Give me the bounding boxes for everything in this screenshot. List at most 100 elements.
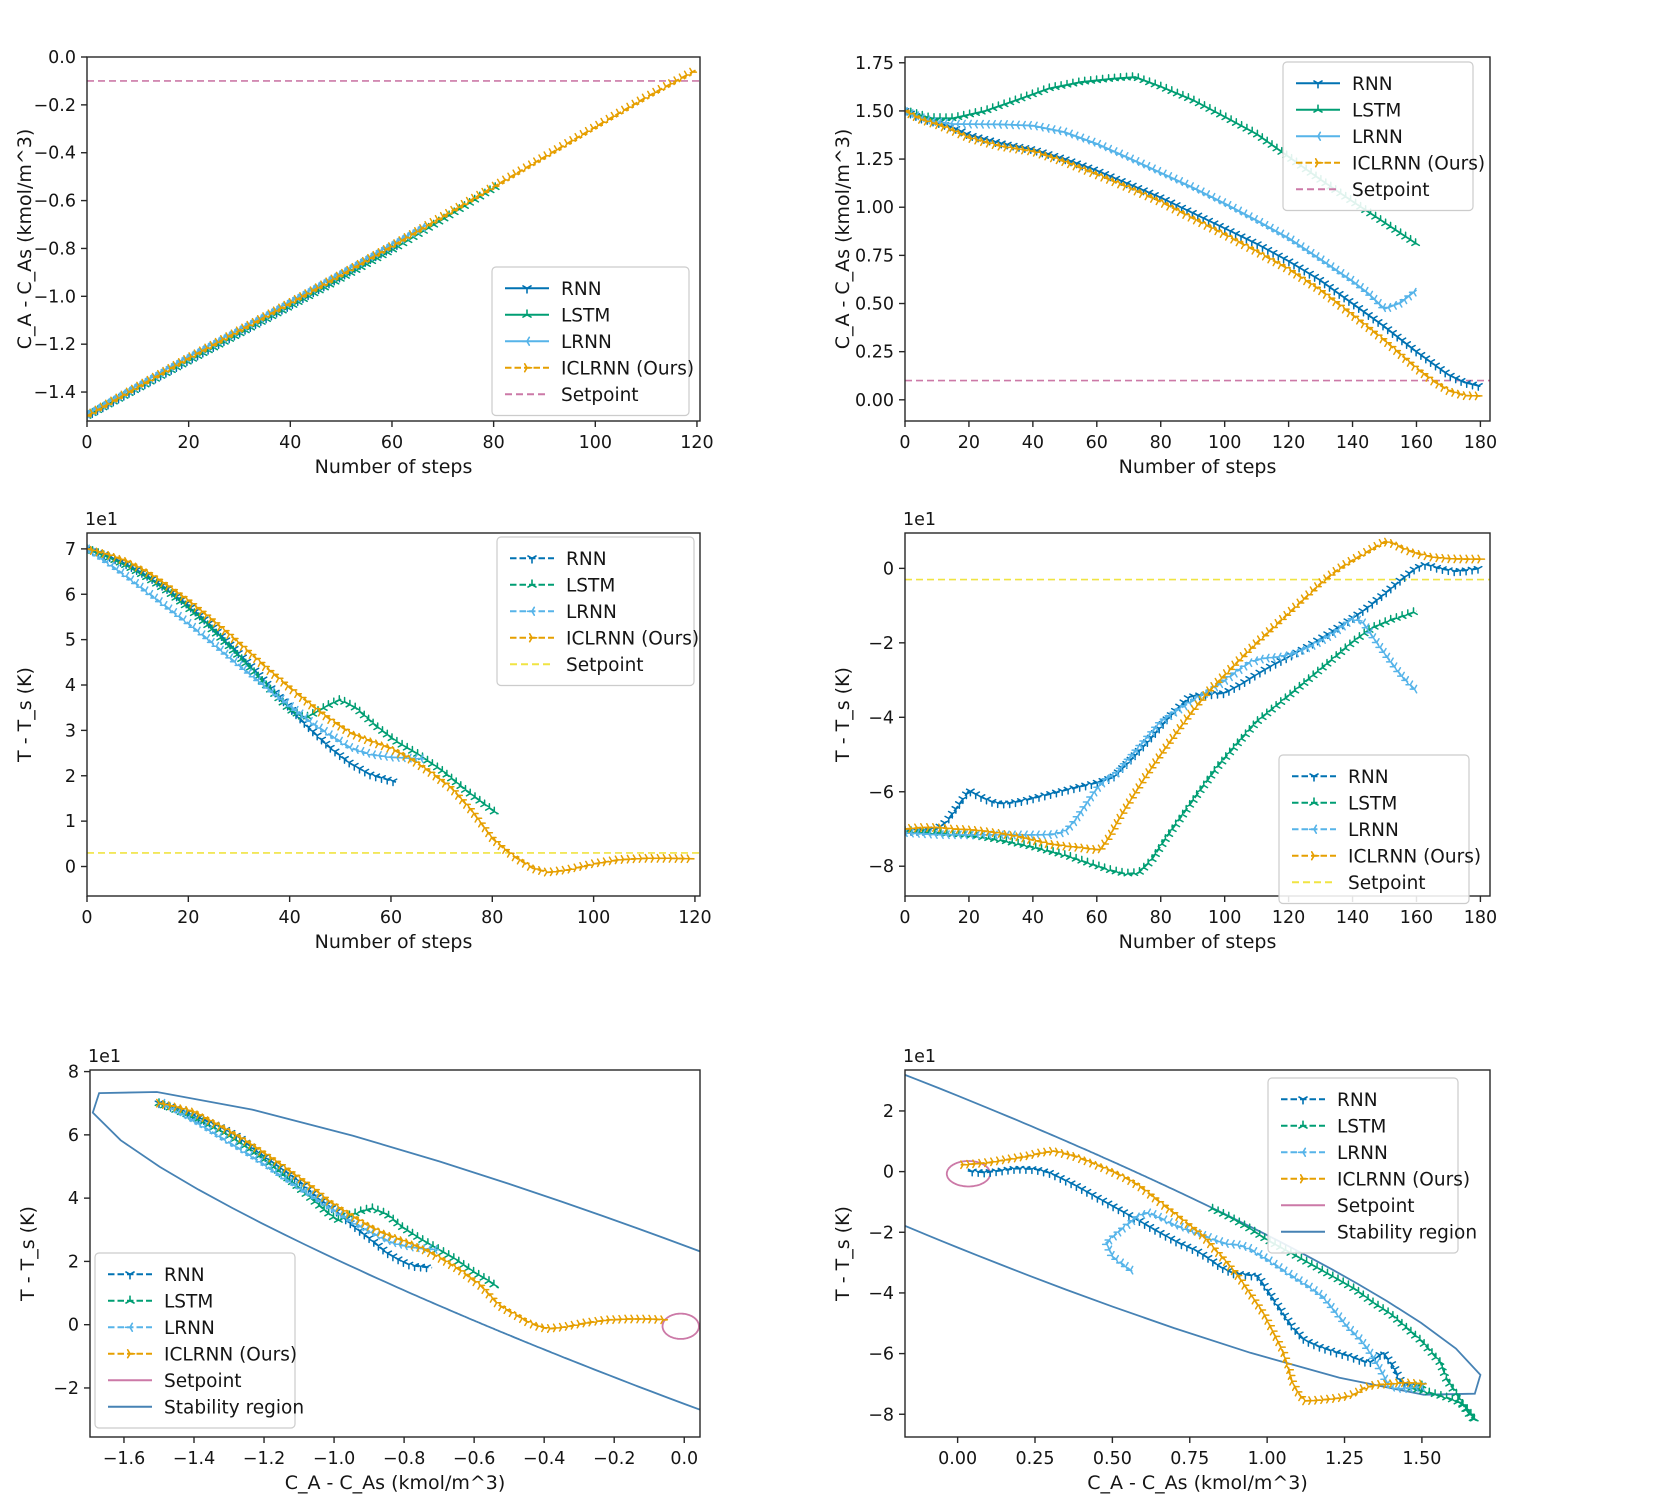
y-tick-label: 2 (65, 767, 76, 787)
legend-label: Setpoint (561, 385, 639, 406)
x-tick-label: 1.25 (1325, 1449, 1364, 1469)
plot-area (87, 67, 700, 421)
y-tick-label: 0 (883, 559, 894, 579)
y-axis-label: T - T_s (K) (17, 1206, 39, 1302)
tri_left-marker-icon (1297, 1147, 1307, 1157)
tri_up-marker-icon (1298, 1120, 1308, 1129)
x-tick-label: 160 (1400, 433, 1433, 453)
y-tick-label: −0.6 (34, 192, 77, 212)
y-tick-label: −0.8 (34, 239, 77, 259)
x-tick-label: 40 (279, 433, 301, 453)
axis-ticks: 0 20 40 60 80 100 120 0.0 −0.2 −0.4 −0.6 −0.8 −1.0 −1… (34, 48, 714, 453)
legend-entry-Setpoint: Setpoint (108, 1371, 242, 1392)
tri_down-marker-icon (1298, 1096, 1308, 1105)
tri_down-marker-icon (125, 1271, 135, 1280)
y-tick-label: −0.2 (34, 96, 77, 116)
legend-label: LRNN (561, 332, 612, 353)
legend-entry-RNN: RNN (1292, 767, 1389, 788)
y-tick-label: −2 (868, 1223, 894, 1243)
legend-entry-LRNN: LRNN (1292, 820, 1399, 841)
series-markers-ICLRNN-Ours- (156, 1098, 669, 1334)
y-tick-label: 6 (65, 585, 76, 605)
legend-entry-LRNN: LRNN (1296, 127, 1403, 148)
series-markers-LRNN (87, 544, 424, 764)
y-axis-label: T - T_s (K) (832, 667, 854, 763)
y-tick-label: 0.25 (855, 343, 894, 363)
legend-label: RNN (1337, 1090, 1378, 1111)
x-tick-label: 60 (1086, 908, 1108, 928)
x-tick-label: 0.00 (938, 1449, 977, 1469)
x-tick-label: 120 (680, 433, 713, 453)
x-axis-label: Number of steps (1119, 456, 1277, 478)
legend-entry-LSTM: LSTM (108, 1291, 213, 1312)
y-tick-label: 0 (65, 858, 76, 878)
plot-spines (86, 532, 701, 897)
x-tick-label: 20 (177, 908, 199, 928)
legend-entry-ICLRNN-Ours-: ICLRNN (Ours) (1281, 1169, 1470, 1190)
x-tick-label: 20 (178, 433, 200, 453)
panel-middle-right: 0 20 40 60 80 100 120 140 160 180 0 −2 −4 −6 −8 RNN LSTM… (832, 510, 1497, 953)
legend-label: RNN (1348, 767, 1389, 788)
y-tick-label: 8 (68, 1063, 79, 1083)
legend-entry-ICLRNN-Ours-: ICLRNN (Ours) (1292, 846, 1481, 867)
panel-bottom-right: 0.00 0.25 0.50 0.75 1.00 1.25 1.50 2 0 −2 −4 −6 −8 RN… (832, 1047, 1491, 1494)
series-line-LRNN (162, 1102, 440, 1251)
y-tick-label: −1.2 (34, 335, 77, 355)
tri_up-marker-icon (1313, 104, 1323, 113)
legend-label: LRNN (566, 602, 617, 623)
x-tick-label: 0 (81, 433, 92, 453)
y-tick-label: 1.75 (855, 54, 894, 74)
x-tick-label: −1.2 (243, 1449, 286, 1469)
y-tick-label: −2 (53, 1379, 79, 1399)
x-tick-label: −1.6 (103, 1449, 146, 1469)
series-markers-ICLRNN-Ours- (905, 537, 1486, 854)
legend-label: Setpoint (164, 1371, 242, 1392)
x-tick-label: 60 (381, 433, 403, 453)
x-axis-label: Number of steps (315, 456, 473, 478)
axis-offset-text: 1e1 (88, 1047, 121, 1067)
plot-area (91, 1091, 700, 1411)
panel-top-left: 0 20 40 60 80 100 120 0.0 −0.2 −0.4 −0.6 −0.8 −1.0 −1… (14, 48, 714, 478)
plot-area (905, 1073, 1482, 1422)
legend-box (1278, 754, 1470, 905)
axis-offset-text: 1e1 (85, 510, 118, 530)
x-tick-label: 40 (1022, 433, 1044, 453)
legend-label: ICLRNN (Ours) (1337, 1169, 1470, 1190)
x-axis-label: C_A - C_As (kmol/m^3) (285, 1472, 506, 1494)
y-tick-label: −4 (868, 708, 894, 728)
y-tick-label: 2 (883, 1102, 894, 1122)
tri_left-marker-icon (1308, 824, 1318, 834)
y-tick-label: −4 (868, 1284, 894, 1304)
x-tick-label: 100 (579, 433, 612, 453)
x-tick-label: 0 (899, 433, 910, 453)
legend: RNN LSTM LRNN ICLRNN (Ours) Setpoint Stabilit… (94, 1252, 304, 1429)
axis-ticks: 0.00 0.25 0.50 0.75 1.00 1.25 1.50 2 0 −2 −4 −6 −8 (868, 1102, 1441, 1469)
legend-box (491, 266, 690, 417)
legend-entry-LRNN: LRNN (510, 602, 617, 623)
x-tick-label: 40 (1022, 908, 1044, 928)
legend-label: ICLRNN (Ours) (1348, 846, 1481, 867)
legend-entry-RNN: RNN (1296, 74, 1393, 95)
y-tick-label: −0.4 (34, 144, 77, 164)
series-line-ICLRNN-Ours- (87, 68, 698, 417)
legend: RNN LSTM LRNN ICLRNN (Ours) Setpoint (491, 266, 694, 417)
tri_left-marker-icon (1312, 131, 1322, 141)
legend: RNN LSTM LRNN ICLRNN (Ours) Setpoint (1282, 61, 1485, 212)
legend-entry-Setpoint: Setpoint (1292, 873, 1426, 894)
x-tick-label: 140 (1336, 433, 1369, 453)
tri_up-marker-icon (527, 579, 537, 588)
axis-ticks: −1.6 −1.4 −1.2 −1.0 −0.8 −0.6 −0.4 −0.2 0.0 8 6 4 2 0… (53, 1063, 698, 1469)
x-tick-label: 100 (1208, 433, 1241, 453)
legend-label: LSTM (164, 1291, 213, 1312)
tri_down-marker-icon (1309, 773, 1319, 782)
y-tick-label: −2 (868, 634, 894, 654)
legend-label: Setpoint (566, 655, 644, 676)
x-tick-label: 80 (1150, 433, 1172, 453)
legend-label: ICLRNN (Ours) (566, 628, 699, 649)
plot-area (905, 72, 1490, 401)
series-line-LSTM (87, 548, 498, 815)
axis-offset-text: 1e1 (903, 1047, 936, 1067)
legend-label: RNN (164, 1265, 205, 1286)
x-tick-label: −0.4 (523, 1449, 566, 1469)
y-axis-label: T - T_s (K) (14, 667, 36, 763)
